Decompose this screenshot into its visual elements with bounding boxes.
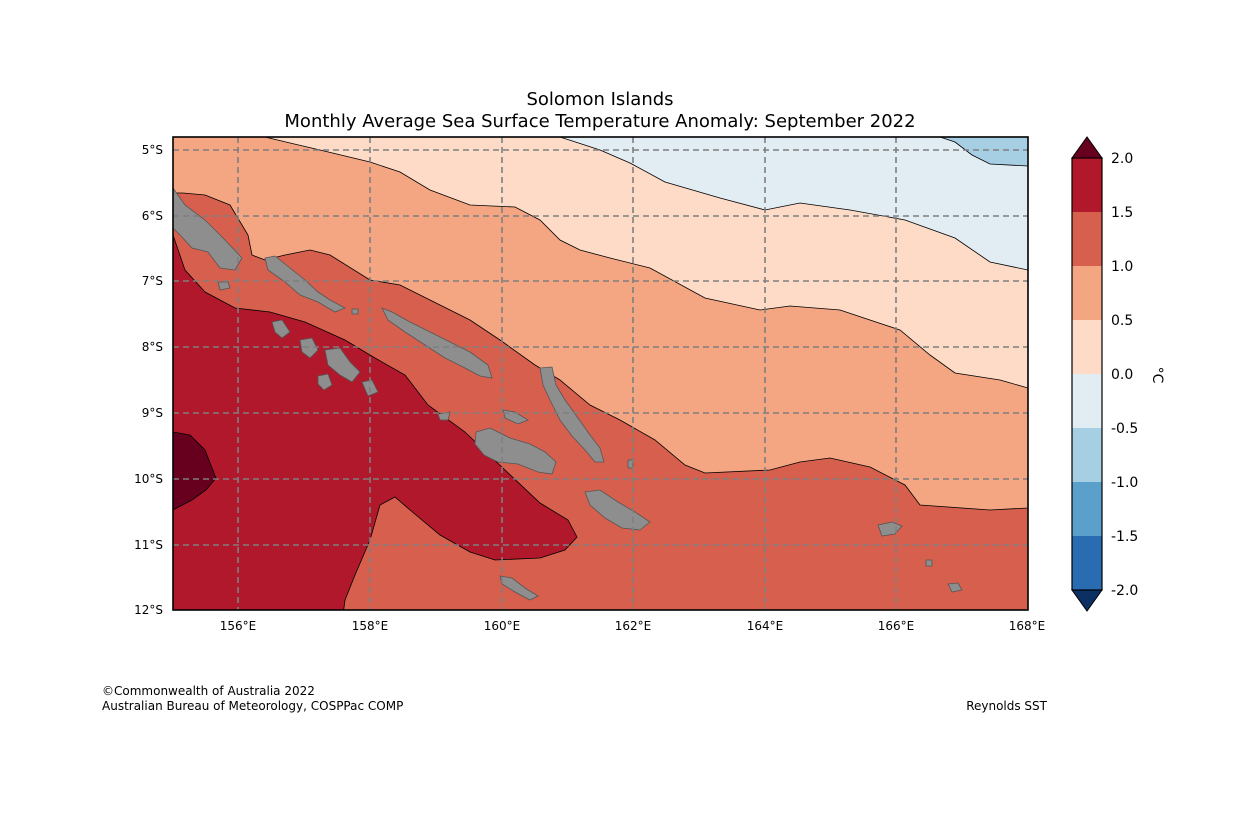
- colorbar-unit-label: °C: [1149, 367, 1165, 384]
- rennell-island: [499, 575, 539, 601]
- colorbar-segment: [1072, 158, 1102, 212]
- colorbar-tick-label: -1.5: [1111, 529, 1138, 545]
- map-title: Solomon Islands: [526, 89, 673, 110]
- anomaly-band-neg0-5-to-0-0: [559, 137, 1028, 271]
- florida-islands: [502, 409, 529, 425]
- colorbar-segment: [1072, 266, 1102, 320]
- colorbar-segment: [1072, 374, 1102, 428]
- lon-label: 166°E: [878, 619, 915, 633]
- new-georgia-island: [299, 337, 361, 383]
- colorbar-segment: [1072, 428, 1102, 482]
- colorbar: 2.0 1.5 1.0 0.5 0.0 -0.5 -1.0 -1.5 -2.0 …: [1071, 136, 1165, 612]
- graticule: [173, 137, 1028, 610]
- colorbar-tick-label: 2.0: [1111, 151, 1133, 167]
- buka-island: [217, 281, 231, 291]
- guadalcanal-island: [474, 427, 557, 475]
- map-panel: [173, 137, 1028, 610]
- lat-label: 8°S: [142, 340, 163, 354]
- colorbar-tick-label: 1.0: [1111, 259, 1133, 275]
- small-island-b: [351, 308, 359, 315]
- lat-label: 6°S: [142, 209, 163, 223]
- lat-label: 9°S: [142, 406, 163, 420]
- longitude-labels: 156°E 158°E 160°E 162°E 164°E 166°E 168°…: [220, 619, 1046, 633]
- santa-isabel-island: [381, 307, 493, 379]
- colorbar-tick-label: 0.5: [1111, 313, 1133, 329]
- latitude-labels: 5°S 6°S 7°S 8°S 9°S 10°S 11°S 12°S: [134, 143, 163, 617]
- colorbar-segment: [1072, 482, 1102, 536]
- lon-label: 164°E: [747, 619, 784, 633]
- small-island-a: [925, 559, 933, 567]
- copyright-text: ©Commonwealth of Australia 2022: [102, 684, 315, 698]
- lon-label: 168°E: [1009, 619, 1046, 633]
- lat-label: 5°S: [142, 143, 163, 157]
- anomaly-band-neg1-0-to-neg0-5: [939, 137, 1028, 167]
- organisation-text: Australian Bureau of Meteorology, COSPPa…: [102, 699, 403, 713]
- vanikoro-island: [947, 582, 963, 593]
- lat-label: 10°S: [134, 472, 163, 486]
- colorbar-tick-label: -2.0: [1111, 583, 1138, 599]
- colorbar-min-extend: [1071, 589, 1103, 612]
- colorbar-tick-label: 0.0: [1111, 367, 1133, 383]
- colorbar-tick-label: -1.0: [1111, 475, 1138, 491]
- bougainville-island: [173, 187, 243, 271]
- lon-label: 162°E: [615, 619, 652, 633]
- vella-lavella-island: [271, 319, 291, 339]
- lon-label: 160°E: [484, 619, 521, 633]
- colorbar-max-extend: [1071, 136, 1103, 159]
- map-subtitle: Monthly Average Sea Surface Temperature …: [284, 111, 915, 132]
- lat-label: 11°S: [134, 538, 163, 552]
- lon-label: 158°E: [352, 619, 389, 633]
- lat-label: 12°S: [134, 603, 163, 617]
- colorbar-tick-label: 1.5: [1111, 205, 1133, 221]
- data-source-text: Reynolds SST: [966, 699, 1047, 713]
- colorbar-tick-label: -0.5: [1111, 421, 1138, 437]
- colorbar-segment: [1072, 320, 1102, 374]
- choiseul-island: [264, 255, 346, 313]
- lon-label: 156°E: [220, 619, 257, 633]
- colorbar-outline: [1071, 157, 1103, 591]
- anomaly-band-above-2-0: [173, 431, 217, 511]
- rendova-island: [317, 373, 379, 397]
- lat-label: 7°S: [142, 274, 163, 288]
- map-frame: [172, 136, 1029, 611]
- colorbar-segment: [1072, 212, 1102, 266]
- malaita-island: [539, 366, 605, 463]
- colorbar-segment: [1072, 536, 1102, 590]
